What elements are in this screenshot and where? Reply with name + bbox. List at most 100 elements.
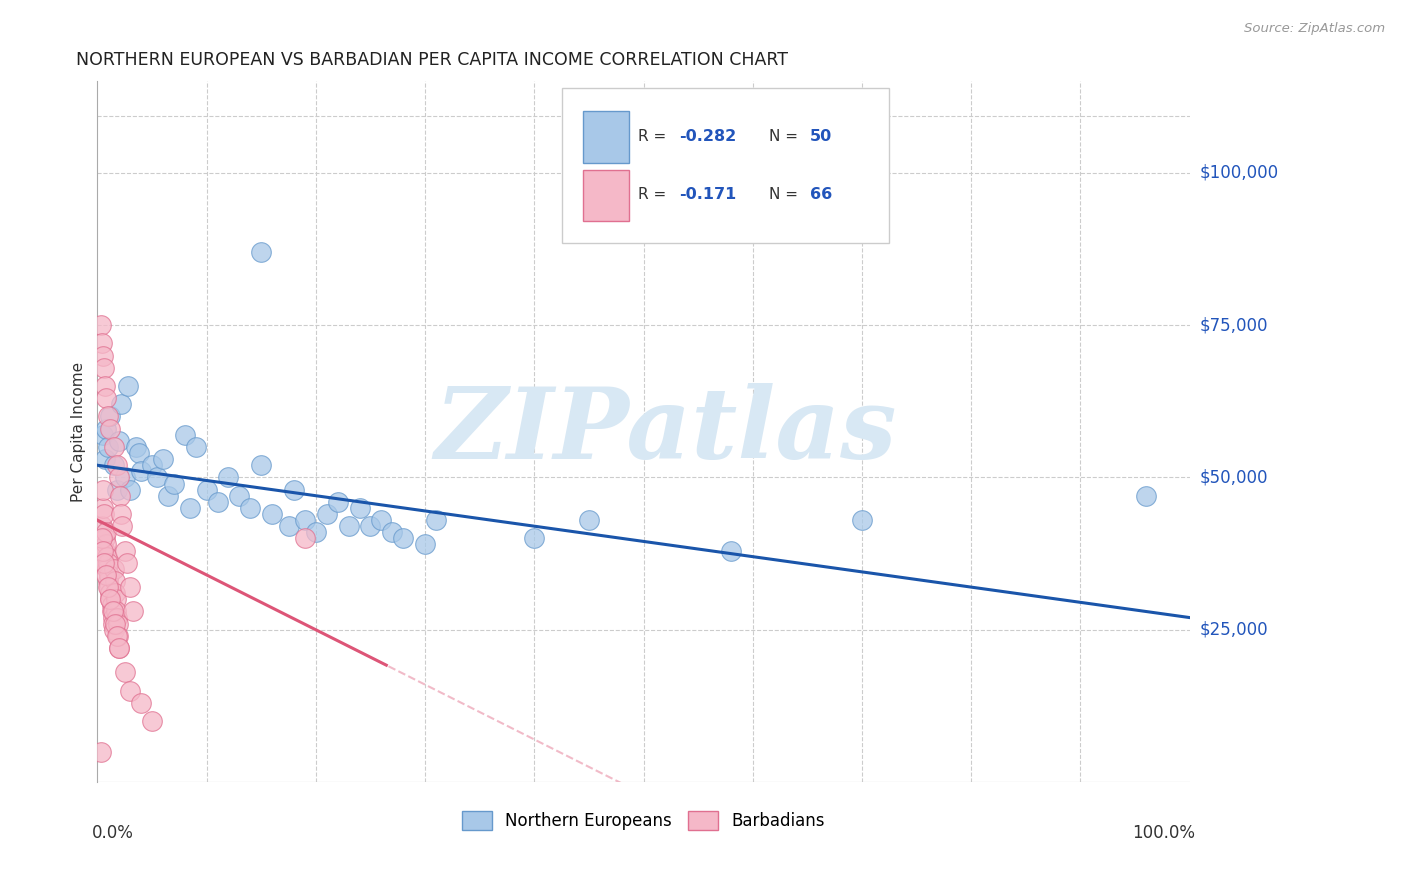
Point [91,427,114,442]
Point [94,532,117,546]
Point [425,513,447,527]
Point [217,470,239,484]
Point [110,489,132,503]
Point [103,440,125,454]
Point [94,543,117,558]
Point [108,470,131,484]
Point [1135,489,1157,503]
Point [94,452,117,467]
Text: Source: ZipAtlas.com: Source: ZipAtlas.com [1244,22,1385,36]
Point [96,562,118,576]
Point [523,532,546,546]
Point [294,513,316,527]
Point [90,543,112,558]
Point [101,605,124,619]
Text: 0.0%: 0.0% [91,824,134,842]
Point [120,683,142,698]
Point [104,586,127,600]
Point [392,532,415,546]
Y-axis label: Per Capita Income: Per Capita Income [72,361,86,502]
Point [100,592,122,607]
Text: ZIPatlas: ZIPatlas [434,384,897,480]
Point [851,513,873,527]
Point [100,592,122,607]
Point [129,464,152,478]
Point [110,507,132,521]
Text: -0.282: -0.282 [679,128,737,144]
Point [94,568,117,582]
Point [94,537,117,551]
Text: 50: 50 [810,128,832,144]
Point [114,543,136,558]
Text: 66: 66 [810,187,832,202]
Point [90,318,112,332]
Point [152,452,174,467]
Point [163,476,186,491]
Text: $50,000: $50,000 [1199,468,1268,486]
Point [173,427,195,442]
Point [277,519,299,533]
Point [115,556,138,570]
Text: 100.0%: 100.0% [1132,824,1195,842]
Text: $75,000: $75,000 [1199,316,1268,334]
Point [97,574,120,588]
Point [370,513,392,527]
Point [111,519,134,533]
Point [381,525,404,540]
Point [108,641,131,656]
Point [100,605,122,619]
Point [105,629,128,643]
Text: NORTHERN EUROPEAN VS BARBADIAN PER CAPITA INCOME CORRELATION CHART: NORTHERN EUROPEAN VS BARBADIAN PER CAPIT… [76,51,787,69]
Point [98,580,121,594]
FancyBboxPatch shape [583,169,630,221]
Text: -0.171: -0.171 [679,187,737,202]
Point [195,483,218,497]
Point [578,513,600,527]
Legend: Northern Europeans, Barbadians: Northern Europeans, Barbadians [456,805,832,837]
Point [110,397,132,411]
Point [94,422,117,436]
FancyBboxPatch shape [561,88,889,243]
Point [107,629,129,643]
Text: N =: N = [769,187,803,202]
Point [100,409,122,424]
Point [179,500,201,515]
Point [114,470,136,484]
Point [128,446,150,460]
Point [100,586,122,600]
Point [262,507,284,521]
Point [283,483,305,497]
Point [104,574,127,588]
Point [108,641,131,656]
Point [122,605,145,619]
Point [250,244,273,259]
Point [326,495,349,509]
Point [124,440,146,454]
Point [104,616,127,631]
Point [89,556,111,570]
Point [157,489,180,503]
Point [228,489,250,503]
Point [101,616,124,631]
Point [97,409,120,424]
Point [120,580,142,594]
Point [103,562,125,576]
Point [105,458,128,473]
Point [97,440,120,454]
Point [98,568,121,582]
Point [104,605,127,619]
Point [94,379,117,393]
Text: R =: R = [638,187,671,202]
Point [104,592,127,607]
Point [100,422,122,436]
Point [94,525,117,540]
Point [90,336,112,351]
Point [100,599,122,613]
Point [129,696,152,710]
Point [413,537,436,551]
Point [90,532,112,546]
FancyBboxPatch shape [583,112,630,163]
Point [207,495,229,509]
Point [97,556,120,570]
Point [105,610,128,624]
